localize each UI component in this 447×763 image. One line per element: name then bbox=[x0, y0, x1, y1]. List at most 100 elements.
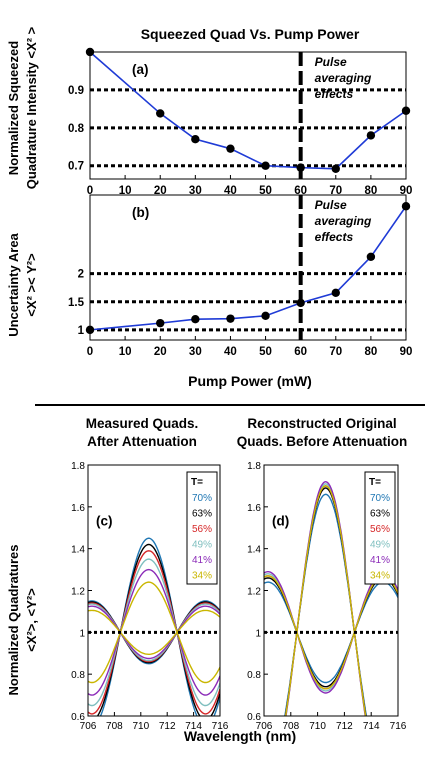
panel-c-legend-entry: 56% bbox=[192, 524, 212, 535]
panel-d-legend-entry: 41% bbox=[370, 555, 390, 566]
panel-b-xtick-label: 90 bbox=[400, 346, 413, 358]
panel-a: 0 10 20 30 40 50 60 70 80 90 0.7 0.8 0.9 (a) Pulse aver… bbox=[68, 47, 413, 197]
panel-b-xtick-label: 30 bbox=[189, 346, 202, 358]
panel-a-xtick-label: 0 bbox=[87, 185, 93, 197]
panel-b-data-point bbox=[401, 202, 411, 211]
panel-c-label: (c) bbox=[96, 514, 113, 529]
panel-d-ytick-label: 0.8 bbox=[247, 670, 261, 681]
panel-a-data-point bbox=[156, 109, 165, 118]
panel-a-ytick-label: 0.7 bbox=[68, 161, 84, 173]
panel-a-data-point bbox=[261, 161, 270, 170]
panel-b-xtick-label: 70 bbox=[329, 346, 342, 358]
panel-d-legend-box bbox=[364, 471, 396, 585]
panel-a-data-point bbox=[191, 134, 200, 144]
panel-d-ytick-label: 1.2 bbox=[247, 587, 261, 598]
panel-b-ytick-label: 1.5 bbox=[68, 297, 85, 309]
panel-b-annotation-1: Pulse bbox=[315, 198, 347, 212]
bottom-ylabel-1: Normalized Quadratures bbox=[6, 545, 21, 696]
panel-d-legend-entry: 49% bbox=[370, 540, 390, 551]
panel-c-ytick-label: 1.6 bbox=[71, 503, 85, 514]
panel-c-xtick-label: 714 bbox=[185, 721, 202, 732]
panel-c-xtick-label: 706 bbox=[80, 721, 97, 732]
panel-a-xtick-label: 60 bbox=[294, 185, 307, 197]
panel-a-ylabel-2: Quadrature Intensity <X² > bbox=[24, 26, 39, 189]
panel-d-legend-entry: 34% bbox=[370, 571, 390, 582]
panel-c-series-squeezed bbox=[88, 603, 220, 662]
panel-d-ytick-label: 1 bbox=[255, 628, 261, 639]
panel-d-legend-title: T= bbox=[369, 477, 381, 488]
panel-c-ytick-label: 1.2 bbox=[71, 587, 85, 598]
panel-b-ylabel-2: <X² >< Y²> bbox=[24, 253, 39, 317]
panel-c-series-squeezed bbox=[88, 609, 220, 655]
panel-d-legend-entry: 63% bbox=[370, 509, 390, 520]
panel-c-series-antisqueezed bbox=[88, 550, 220, 715]
panel-c-plot-area bbox=[88, 537, 220, 716]
panel-b-xtick-label: 0 bbox=[87, 346, 93, 358]
panel-a-xtick-label: 90 bbox=[400, 185, 413, 197]
panel-b-xtick-label: 10 bbox=[119, 346, 132, 358]
panel-a-xtick-label: 10 bbox=[119, 185, 132, 197]
panel-b-xtick-label: 50 bbox=[259, 346, 272, 358]
panel-b-data-point bbox=[226, 314, 235, 323]
panel-b-data-point bbox=[191, 315, 200, 324]
panel-c-legend-entry: 41% bbox=[192, 555, 212, 566]
panel-c-ytick-label: 0.8 bbox=[71, 670, 85, 681]
panel-a-annotation-3: effects bbox=[315, 87, 354, 101]
panel-a-xtick-label: 70 bbox=[329, 185, 342, 197]
panel-a-data-point bbox=[401, 106, 411, 115]
panel-c-ytick-label: 1 bbox=[79, 628, 85, 639]
panel-d: 706 708 710 712 714 716 0.6 0.8 1 1.2 1.4 1.6 1.8 (d)… bbox=[247, 461, 407, 732]
panel-b-ylabel-1: Uncertainty Area bbox=[6, 232, 21, 336]
panel-c-title-2: After Attenuation bbox=[87, 434, 197, 449]
panel-b-frame bbox=[89, 194, 407, 341]
panel-c-ytick-label: 1.4 bbox=[71, 545, 85, 556]
panel-a-annotation-1: Pulse bbox=[315, 55, 347, 69]
panel-a-annotation-2: averaging bbox=[315, 71, 372, 85]
panel-a-xtick-label: 30 bbox=[189, 185, 202, 197]
panel-b-xtick-label: 80 bbox=[364, 346, 377, 358]
panel-c-legend-entry: 49% bbox=[192, 540, 212, 551]
panel-d-ytick-label: 0.6 bbox=[247, 712, 261, 723]
panel-c-legend-entry: 34% bbox=[192, 571, 212, 582]
panel-b-data-point bbox=[296, 298, 305, 308]
panel-c-xtick-label: 716 bbox=[212, 721, 229, 732]
panel-d-xtick-label: 714 bbox=[363, 721, 380, 732]
panel-d-series-antisqueezed bbox=[284, 485, 367, 716]
panel-c-xtick-label: 708 bbox=[106, 721, 123, 732]
panel-b-xtick-label: 60 bbox=[294, 346, 307, 358]
panel-a-xtick-label: 40 bbox=[224, 185, 237, 197]
panel-c: 706 708 710 712 714 716 0.6 0.8 1 1.2 1.4 1.6 1.8 (c)… bbox=[71, 461, 229, 732]
panel-d-title-2: Quads. Before Attenuation bbox=[237, 434, 408, 449]
panel-c-series-antisqueezed bbox=[96, 543, 220, 716]
panel-a-ytick-label: 0.9 bbox=[68, 85, 84, 97]
top-xlabel: Pump Power (mW) bbox=[188, 373, 312, 389]
bottom-xlabel: Wavelength (nm) bbox=[184, 728, 296, 744]
panel-c-ytick-label: 0.6 bbox=[71, 712, 85, 723]
panel-d-ytick-label: 1.8 bbox=[247, 461, 261, 472]
panel-c-series-antisqueezed bbox=[99, 537, 220, 716]
panel-a-xtick-label: 80 bbox=[364, 185, 377, 197]
panel-b-ytick-label: 1 bbox=[78, 325, 85, 337]
panel-d-legend-entry: 70% bbox=[370, 493, 390, 504]
panel-b-ytick-label: 2 bbox=[78, 269, 84, 281]
panel-d-ytick-label: 1.6 bbox=[247, 503, 261, 514]
panel-c-series-antisqueezed bbox=[88, 558, 220, 707]
panel-b-annotation-2: averaging bbox=[315, 214, 372, 228]
panel-d-xtick-label: 710 bbox=[309, 721, 326, 732]
panel-a-frame bbox=[89, 51, 407, 180]
panel-a-data-point bbox=[226, 144, 235, 153]
panel-a-data-point bbox=[331, 164, 340, 173]
panel-b-xtick-label: 40 bbox=[224, 346, 237, 358]
panel-b: 0 10 20 30 40 50 60 70 80 90 1 1.5 2 (b) Pulse averagin… bbox=[68, 194, 413, 358]
panel-b-data-point bbox=[331, 288, 340, 297]
panel-c-xtick-label: 712 bbox=[159, 721, 176, 732]
panel-d-xtick-label: 706 bbox=[256, 721, 273, 732]
panel-a-data-point bbox=[296, 163, 305, 172]
panel-c-title-1: Measured Quads. bbox=[86, 416, 199, 431]
panel-a-ytick-label: 0.8 bbox=[68, 123, 85, 135]
panel-b-data-point bbox=[85, 325, 95, 335]
panel-a-data-point bbox=[366, 131, 376, 140]
panel-d-xtick-label: 708 bbox=[282, 721, 299, 732]
panel-a-xtick-label: 50 bbox=[259, 185, 272, 197]
